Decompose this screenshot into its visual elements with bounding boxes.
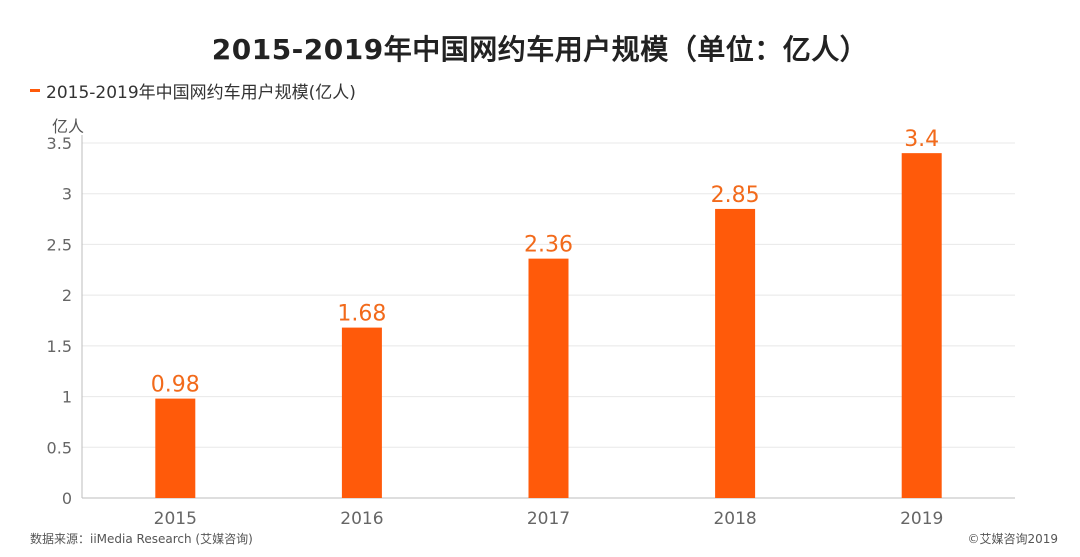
bar	[715, 208, 756, 498]
legend: 2015-2019年中国网约车用户规模(亿人)	[30, 78, 356, 103]
copyright-note: ©艾媒咨询2019	[967, 532, 1058, 546]
x-tick-label: 2015	[154, 509, 197, 529]
bar	[341, 327, 382, 498]
y-tick-label: 2.5	[47, 235, 72, 254]
data-source-note: 数据来源：iiMedia Research (艾媒咨询)	[30, 532, 253, 546]
x-tick-label: 2016	[340, 509, 383, 529]
y-tick-label: 1	[62, 388, 72, 407]
bar	[155, 398, 196, 498]
y-tick-label: 0.5	[47, 438, 72, 457]
legend-swatch	[30, 89, 40, 92]
bar	[528, 258, 569, 498]
data-label: 3.4	[904, 127, 939, 152]
data-label: 2.85	[711, 183, 760, 208]
y-tick-label: 3.5	[47, 134, 72, 153]
x-tick-label: 2019	[900, 509, 943, 529]
data-label: 0.98	[151, 373, 200, 398]
x-tick-label: 2017	[527, 509, 570, 529]
y-tick-label: 3	[62, 185, 72, 204]
y-tick-label: 0	[62, 489, 72, 508]
chart-title: 2015-2019年中国网约车用户规模（单位：亿人）	[211, 33, 869, 66]
bar	[901, 153, 942, 498]
y-tick-label: 1.5	[47, 337, 72, 356]
x-tick-label: 2018	[713, 509, 756, 529]
y-axis-unit-label: 亿人	[52, 117, 85, 136]
data-label: 2.36	[524, 233, 573, 258]
y-tick-label: 2	[62, 286, 72, 305]
legend-label: 2015-2019年中国网约车用户规模(亿人)	[46, 83, 356, 103]
data-label: 1.68	[337, 302, 386, 327]
